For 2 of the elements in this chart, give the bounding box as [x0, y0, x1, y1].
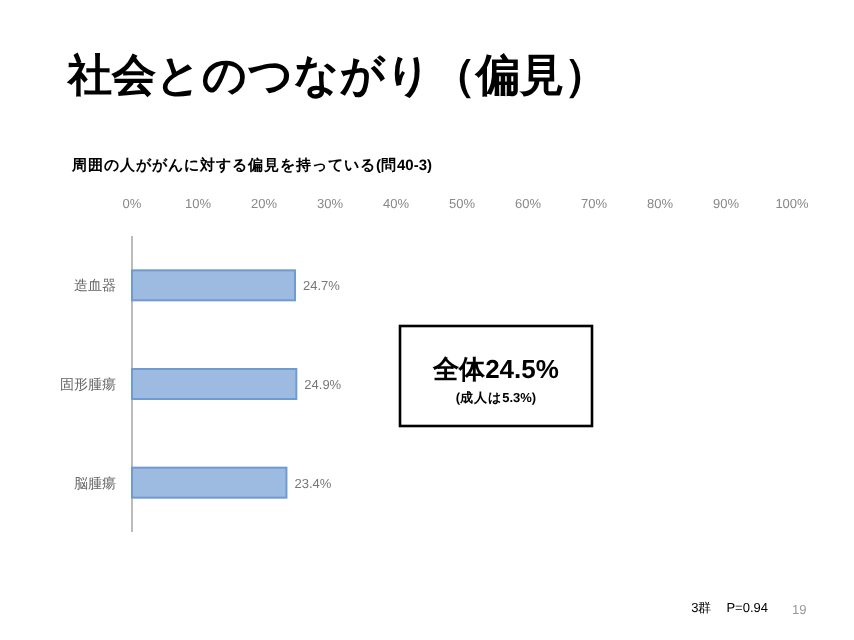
annotation: 全体24.5%	[431, 354, 560, 384]
chart-title: 社会とのつながり（偏見）	[66, 50, 608, 100]
